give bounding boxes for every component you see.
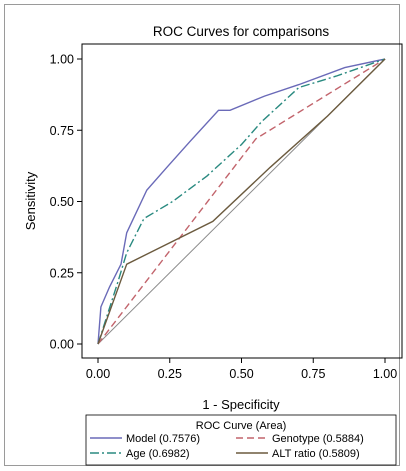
x-tick-label: 0.75 bbox=[301, 367, 325, 381]
series-line-3 bbox=[97, 58, 386, 345]
series-line-2 bbox=[97, 58, 386, 345]
series-line-1 bbox=[97, 58, 386, 345]
legend-title: ROC Curve (Area) bbox=[196, 420, 286, 432]
legend-box bbox=[85, 414, 397, 466]
y-tick-label: 0.50 bbox=[50, 195, 74, 209]
legend-label: ALT ratio (0.5809) bbox=[272, 448, 360, 460]
figure-border bbox=[4, 4, 400, 466]
legend-label: Genotype (0.5884) bbox=[272, 433, 364, 445]
x-tick-label: 0.25 bbox=[158, 367, 182, 381]
x-tick-label: 1.00 bbox=[373, 367, 397, 381]
legend-label: Model (0.7576) bbox=[126, 433, 200, 445]
y-axis-label: Sensitivity bbox=[23, 171, 38, 230]
series-line-0 bbox=[97, 58, 386, 345]
y-tick-label: 0.00 bbox=[50, 338, 74, 352]
legend-label: Age (0.6982) bbox=[126, 448, 190, 460]
y-tick-label: 0.25 bbox=[50, 266, 74, 280]
x-tick-label: 0.50 bbox=[229, 367, 253, 381]
y-tick-label: 0.75 bbox=[50, 124, 74, 138]
plot-frame bbox=[81, 43, 403, 359]
x-axis-label: 1 - Specificity bbox=[202, 397, 280, 412]
y-tick-label: 1.00 bbox=[50, 53, 74, 67]
chart-title: ROC Curves for comparisons bbox=[153, 24, 330, 39]
x-tick-label: 0.00 bbox=[86, 367, 110, 381]
